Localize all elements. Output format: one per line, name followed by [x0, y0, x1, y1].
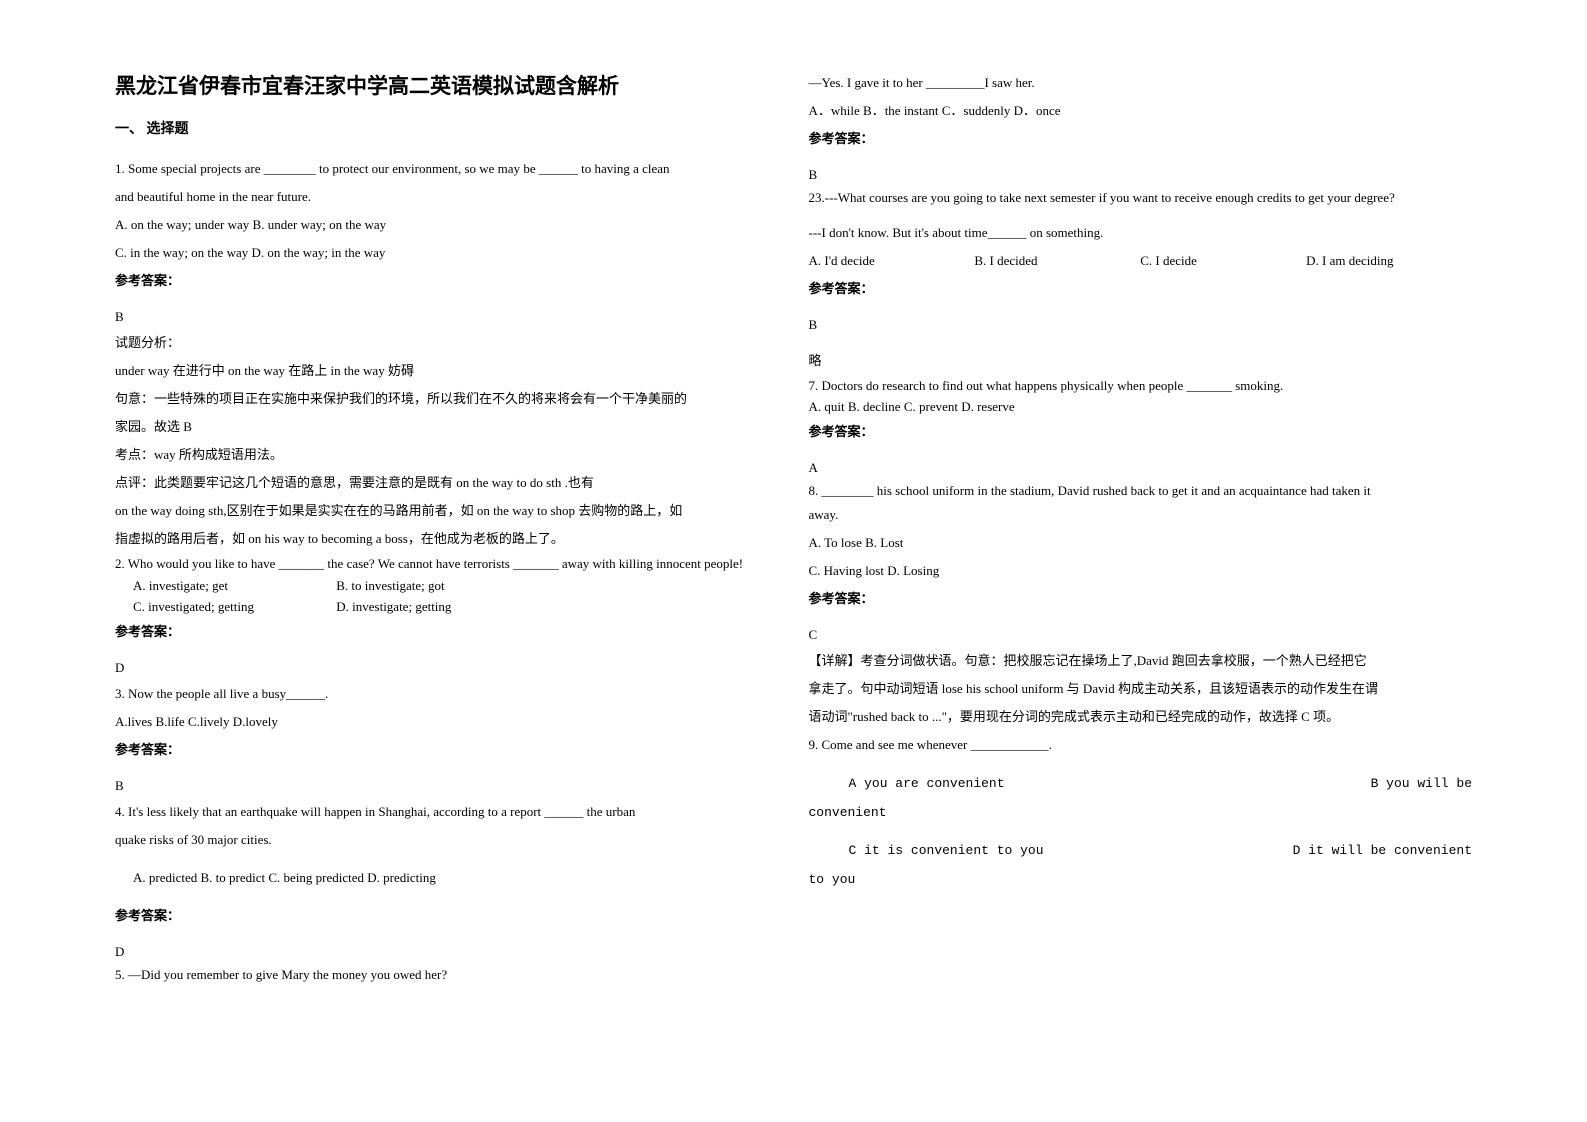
q1-exp8: 指虚拟的路用后者，如 on his way to becoming a boss…	[115, 526, 779, 552]
q1-exp7: on the way doing sth,区别在于如果是实实在在的马路用前者，如…	[115, 498, 779, 524]
q2-optD: D. investigate; getting	[336, 599, 451, 614]
q2-line1: 2. Who would you like to have _______ th…	[115, 554, 779, 574]
q6-optA: A. I'd decide	[809, 248, 975, 274]
q7-line1: 7. Doctors do research to find out what …	[809, 376, 1473, 396]
q7-answer: A	[809, 455, 1473, 481]
q2-opts-row2: C. investigated; getting D. investigate;…	[115, 597, 779, 617]
q1-opt-cd: C. in the way; on the way D. on the way;…	[115, 240, 779, 266]
q9-optD: D it will be convenient	[1293, 837, 1472, 866]
answer-label: 参考答案：	[115, 903, 779, 929]
q9-optB: B you will be	[1371, 770, 1472, 799]
q9-line2: convenient	[809, 799, 1473, 828]
q6-optB: B. I decided	[974, 248, 1140, 274]
q6-answer: B	[809, 312, 1473, 338]
q4-answer: D	[115, 939, 779, 965]
q8-exp3: 语动词"rushed back to ..."，要用现在分词的完成式表示主动和已…	[809, 704, 1473, 730]
q3-line1: 3. Now the people all live a busy______.	[115, 681, 779, 707]
q1-exp4: 家园。故选 B	[115, 414, 779, 440]
q8-opts1: A. To lose B. Lost	[809, 530, 1473, 556]
q1-opt-ab: A. on the way; under way B. under way; o…	[115, 212, 779, 238]
q9-opts-row1: A you are convenient B you will be	[809, 770, 1473, 799]
q5-opts: A．while B．the instant C．suddenly D．once	[809, 98, 1473, 124]
q1-line2: and beautiful home in the near future.	[115, 184, 779, 210]
left-column: 黑龙江省伊春市宜春汪家中学高二英语模拟试题含解析 一、 选择题 1. Some …	[100, 70, 794, 1082]
answer-label: 参考答案：	[115, 268, 779, 294]
q8-line2: away.	[809, 502, 1473, 528]
q6-line2: ---I don't know. But it's about time____…	[809, 220, 1473, 246]
q3-answer: B	[115, 773, 779, 799]
q6-optC: C. I decide	[1140, 248, 1306, 274]
answer-label: 参考答案：	[809, 419, 1473, 445]
q4-line1: 4. It's less likely that an earthquake w…	[115, 799, 779, 825]
q1-line1: 1. Some special projects are ________ to…	[115, 156, 779, 182]
q9-opts-row2: C it is convenient to you D it will be c…	[809, 837, 1473, 866]
q7-opts: A. quit B. decline C. prevent D. reserve	[809, 397, 1473, 417]
answer-label: 参考答案：	[115, 619, 779, 645]
q6-line1: 23.---What courses are you going to take…	[809, 188, 1473, 208]
q5-answer: B	[809, 162, 1473, 188]
q2-optC: C. investigated; getting	[133, 597, 333, 617]
q5-line2: —Yes. I gave it to her _________I saw he…	[809, 70, 1473, 96]
q4-opts: A. predicted B. to predict C. being pred…	[115, 865, 779, 891]
q2-opts-row1: A. investigate; get B. to investigate; g…	[115, 576, 779, 596]
section-heading: 一、 选择题	[115, 118, 779, 138]
q1-exp1: 试题分析：	[115, 330, 779, 356]
q4-line2: quake risks of 30 major cities.	[115, 827, 779, 853]
q5-line1: 5. —Did you remember to give Mary the mo…	[115, 965, 779, 985]
q6-exp: 略	[809, 348, 1473, 374]
q3-opts: A.lives B.life C.lively D.lovely	[115, 709, 779, 735]
answer-label: 参考答案：	[809, 126, 1473, 152]
answer-label: 参考答案：	[115, 737, 779, 763]
answer-label: 参考答案：	[809, 276, 1473, 302]
q8-line1: 8. ________ his school uniform in the st…	[809, 481, 1473, 501]
q2-optB: B. to investigate; got	[336, 578, 444, 593]
q8-exp1: 【详解】考查分词做状语。句意：把校服忘记在操场上了,David 跑回去拿校服，一…	[809, 648, 1473, 674]
q6-opts: A. I'd decide B. I decided C. I decide D…	[809, 248, 1473, 274]
q8-exp2: 拿走了。句中动词短语 lose his school uniform 与 Dav…	[809, 676, 1473, 702]
q1-exp2: under way 在进行中 on the way 在路上 in the way…	[115, 358, 779, 384]
q6-optD: D. I am deciding	[1306, 248, 1472, 274]
answer-label: 参考答案：	[809, 586, 1473, 612]
right-column: —Yes. I gave it to her _________I saw he…	[794, 70, 1488, 1082]
q1-exp5: 考点：way 所构成短语用法。	[115, 442, 779, 468]
q2-optA: A. investigate; get	[133, 576, 333, 596]
q9-optA: A you are convenient	[849, 770, 1005, 799]
q1-answer: B	[115, 304, 779, 330]
q1-exp6: 点评：此类题要牢记这几个短语的意思，需要注意的是既有 on the way to…	[115, 470, 779, 496]
q9-line1: 9. Come and see me whenever ____________…	[809, 732, 1473, 758]
q2-answer: D	[115, 655, 779, 681]
q8-opts2: C. Having lost D. Losing	[809, 558, 1473, 584]
page-title: 黑龙江省伊春市宜春汪家中学高二英语模拟试题含解析	[115, 70, 779, 100]
q9-optC: C it is convenient to you	[849, 837, 1044, 866]
q8-answer: C	[809, 622, 1473, 648]
q1-exp3: 句意：一些特殊的项目正在实施中来保护我们的环境，所以我们在不久的将来将会有一个干…	[115, 386, 779, 412]
q9-line3: to you	[809, 866, 1473, 895]
